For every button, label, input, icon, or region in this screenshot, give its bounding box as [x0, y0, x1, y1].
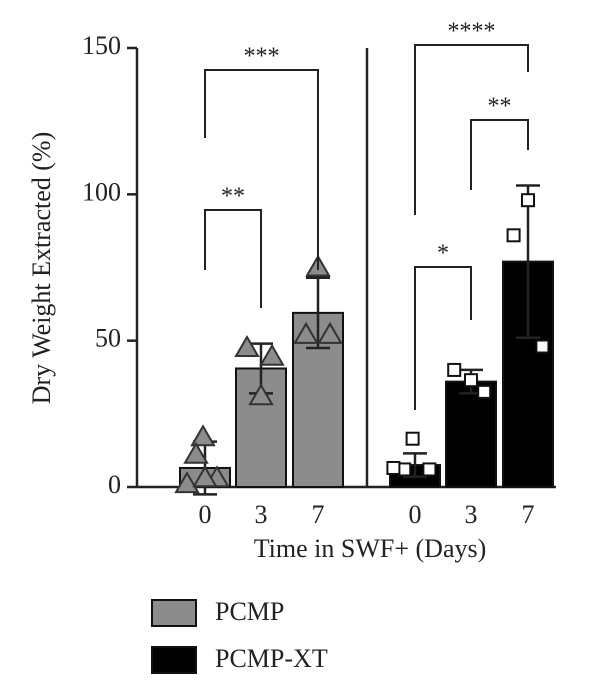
x-tick-label: 3 [255, 500, 268, 529]
legend-label: PCMP-XT [215, 644, 328, 673]
significance-label: ** [221, 184, 245, 210]
significance-label: *** [244, 44, 280, 70]
error-bar [306, 276, 330, 350]
data-point [293, 321, 319, 344]
significance-label: **** [448, 19, 496, 45]
data-point [190, 424, 216, 447]
data-point [248, 383, 274, 406]
significance-bracket [204, 209, 262, 308]
significance-bracket [414, 266, 472, 410]
x-tick-label: 0 [409, 500, 422, 529]
data-point [477, 384, 492, 399]
data-point [422, 462, 437, 477]
data-point [386, 460, 401, 475]
data-point [447, 362, 462, 377]
y-tick-label: 50 [95, 324, 121, 353]
data-point [259, 343, 285, 366]
significance-bracket [470, 119, 529, 190]
data-point [521, 193, 535, 208]
x-tick-label: 0 [199, 500, 212, 529]
y-tick-label: 100 [82, 177, 121, 206]
error-bar [516, 184, 540, 339]
data-point [234, 334, 260, 357]
x-tick-label: 7 [312, 500, 325, 529]
data-point [174, 471, 200, 494]
significance-bracket [204, 69, 319, 270]
data-point [317, 321, 343, 344]
y-tick-label: 150 [82, 31, 121, 60]
x-tick-label: 7 [522, 500, 535, 529]
data-point [183, 441, 209, 464]
x-tick-label: 3 [465, 500, 478, 529]
significance-bracket [414, 44, 529, 215]
significance-label: ** [488, 94, 512, 120]
bar [445, 380, 497, 489]
legend-swatch [151, 599, 197, 627]
data-point [535, 339, 550, 354]
significance-label: * [437, 241, 449, 267]
data-point [405, 431, 420, 446]
data-point [192, 465, 218, 488]
legend-label: PCMP [215, 597, 284, 626]
y-tick-label: 0 [108, 470, 121, 499]
x-axis-label: Time in SWF+ (Days) [254, 534, 487, 563]
legend-swatch [151, 646, 197, 674]
data-point [506, 228, 521, 243]
error-bar [403, 452, 427, 479]
y-axis-label: Dry Weight Extracted (%) [27, 132, 56, 405]
data-point [464, 373, 478, 388]
